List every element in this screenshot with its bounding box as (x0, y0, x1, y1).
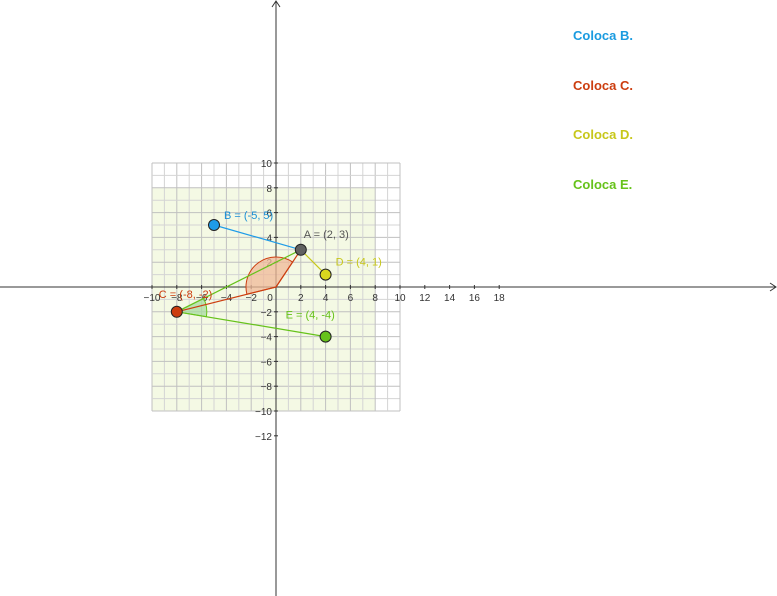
y-tick-label: 10 (261, 159, 273, 170)
x-tick-label: −4 (221, 293, 233, 304)
point-label-D: D = (4, 1) (336, 257, 382, 269)
x-tick-label: −2 (245, 293, 257, 304)
instruction-place-b[interactable]: Coloca B. (573, 28, 633, 43)
y-tick-label: −2 (261, 308, 273, 319)
point-C[interactable] (170, 305, 183, 318)
point-B[interactable] (208, 219, 220, 231)
x-axis-arrow (769, 282, 777, 292)
y-tick-label: 8 (266, 184, 272, 195)
x-tick-label: 14 (444, 293, 456, 304)
x-tick-label: 2 (298, 293, 304, 304)
x-tick-label: −10 (144, 293, 161, 304)
y-tick-label: −10 (255, 407, 272, 418)
tick-labels: −10 −8 −6 −4 −2 0 2 4 6 8 10 12 14 16 18 −12 −10 −8 −6 −4 −2… (144, 159, 506, 443)
y-axis-arrow (271, 0, 281, 8)
x-tick-label: 6 (348, 293, 354, 304)
point-label-A: A = (2, 3) (304, 229, 349, 241)
segment-AC (176, 249, 302, 313)
angle-O (245, 256, 294, 295)
segment-OA (275, 249, 302, 288)
y-tick-label: 6 (266, 209, 272, 220)
instruction-place-d[interactable]: Coloca D. (573, 127, 633, 142)
x-tick-label: 4 (323, 293, 329, 304)
point-label-E: E = (4, -4) (286, 310, 335, 322)
point-D[interactable] (319, 268, 332, 281)
x-tick-label: 16 (469, 293, 481, 304)
y-tick-label: −8 (261, 382, 273, 393)
segment-AB (213, 224, 301, 251)
y-tick-label: 4 (266, 233, 272, 244)
x-tick-label: 12 (419, 293, 431, 304)
point-label-C: C = (-8, -2) (159, 289, 212, 301)
point-label-B: B = (-5, 5) (224, 210, 273, 222)
x-tick-label: 10 (394, 293, 406, 304)
segment-CE (176, 311, 326, 338)
instruction-place-e[interactable]: Coloca E. (573, 177, 633, 192)
y-tick-label: −4 (261, 333, 273, 344)
x-tick-label: −8 (171, 293, 183, 304)
y-tick-label: −6 (261, 357, 273, 368)
x-tick-label: 8 (372, 293, 378, 304)
instruction-place-c[interactable]: Coloca C. (573, 78, 633, 93)
x-tick-label: −6 (196, 293, 208, 304)
y-tick-label: −12 (255, 432, 272, 443)
x-tick-label: 18 (494, 293, 506, 304)
segment-CO (176, 286, 277, 313)
point-E[interactable] (319, 330, 332, 343)
x-tick-label: 0 (267, 293, 273, 304)
point-labels: A = (2, 3) B = (-5, 5) C = (-8, -2) D = (4,… (159, 210, 382, 322)
points[interactable] (170, 219, 332, 343)
point-A[interactable] (294, 243, 307, 256)
segments (176, 224, 327, 338)
